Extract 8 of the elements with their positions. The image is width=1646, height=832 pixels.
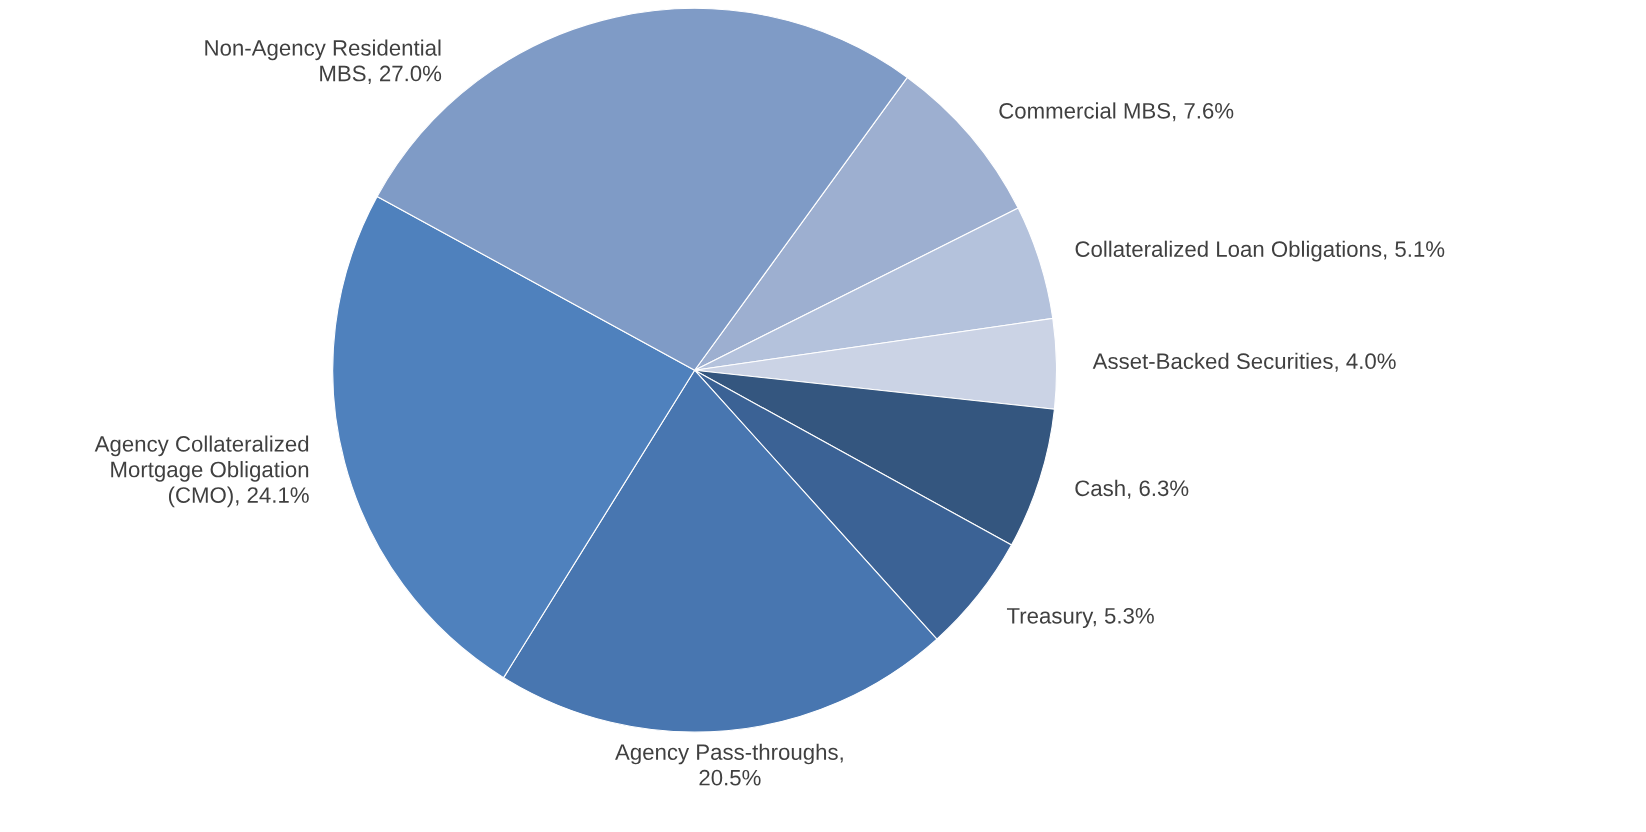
slice-label: Agency Pass-throughs, 20.5% [615,743,843,786]
slice-label: Agency Collateralized Mortgage Obligation (CMO), 24.1% [94,435,309,508]
slice-label: Cash, 6.3% [1075,479,1189,499]
slice-label: Commercial MBS, 7.6% [999,102,1234,122]
slice-label: Collateralized Loan Obligations, 5.1% [1075,240,1445,262]
slice-label: Asset-Backed Securities, 4.0% [1092,352,1396,372]
slice-label: Treasury, 5.3% [1006,607,1154,629]
slice-label: Non-Agency Residential MBS, 27.0% [205,39,442,84]
